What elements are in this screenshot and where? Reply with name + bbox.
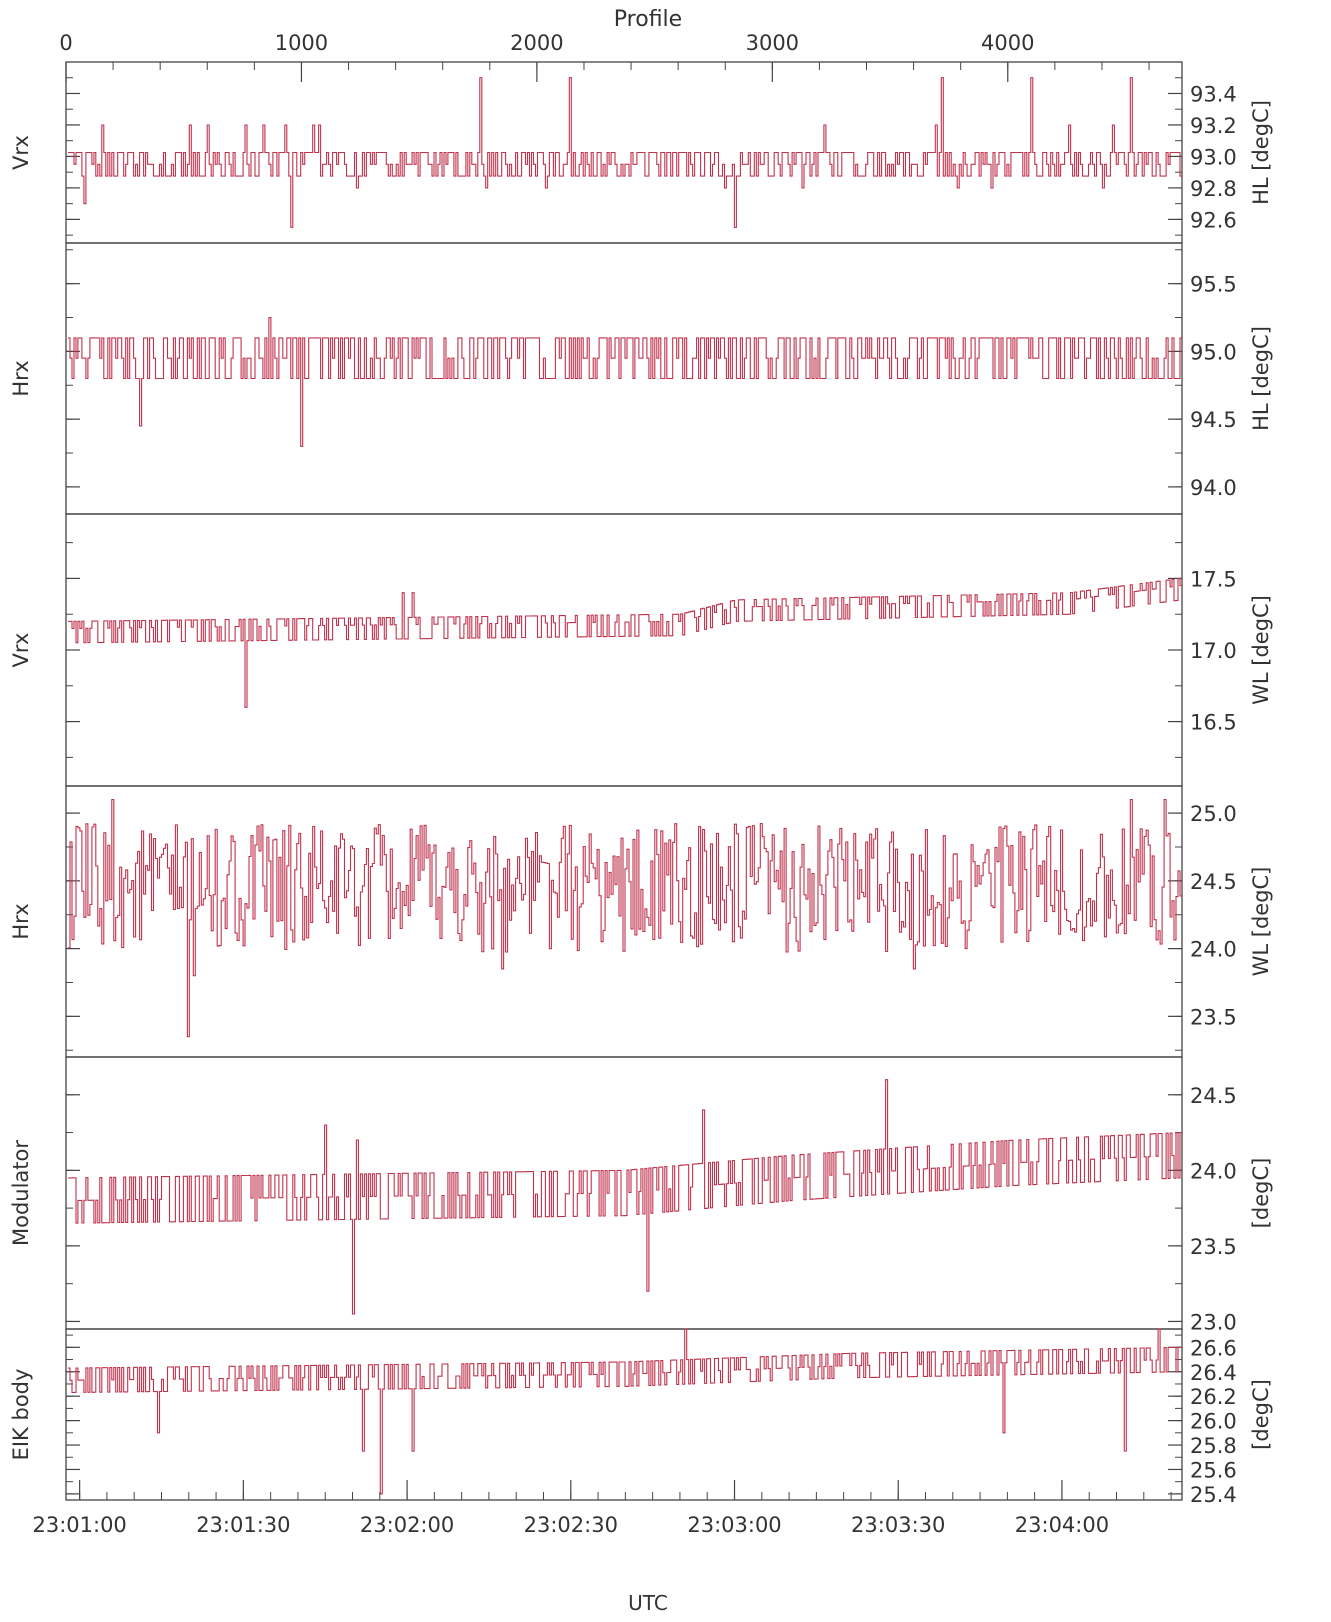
y-axis-label-left: Hrx (9, 360, 33, 396)
y-tick-label: 25.6 (1190, 1458, 1237, 1482)
y-tick-label: 24.0 (1190, 1159, 1237, 1183)
y-tick-label: 95.5 (1190, 273, 1237, 297)
y-tick-label: 24.0 (1190, 938, 1237, 962)
y-tick-label: 26.6 (1190, 1336, 1237, 1360)
panel-5: 23.0 23.5 24.0 24.5 Modulator [degC] (9, 1056, 1273, 1334)
panel-3: 16.5 17.0 17.5 Vrx WL [degC] (9, 513, 1273, 787)
bottom-axis-tick-label: 23:04:00 (1015, 1513, 1109, 1537)
top-axis-tick-label: 2000 (510, 31, 563, 55)
top-axis-tick-label: 3000 (746, 31, 799, 55)
y-tick-label: 26.2 (1190, 1385, 1237, 1409)
bottom-axis-tick-label: 23:01:30 (196, 1513, 290, 1537)
y-tick-label: 93.2 (1190, 114, 1237, 138)
top-axis-tick-label: 0 (59, 31, 72, 55)
y-tick-label: 95.0 (1190, 340, 1237, 364)
y-tick-label: 26.4 (1190, 1361, 1237, 1385)
top-axis-tick-label: 4000 (981, 31, 1034, 55)
panel-frame (65, 1328, 1183, 1501)
bottom-axis-tick-label: 23:01:00 (32, 1513, 126, 1537)
panel-1: 92.6 92.8 93.0 93.2 93.4 Vrx HL [degC] (9, 61, 1273, 244)
series-line (68, 1328, 1182, 1495)
panel-4: 23.5 24.0 24.5 25.0 Hrx WL [degC] (9, 785, 1273, 1058)
bottom-axis-tick-label: 23:02:00 (360, 1513, 454, 1537)
y-tick-label: 92.6 (1190, 208, 1237, 232)
panel-frame (65, 513, 1183, 787)
bottom-axis-ticks: 23:01:00 23:01:30 23:02:00 23:02:30 23:03:00… (32, 1480, 1172, 1537)
y-tick-label: 26.0 (1190, 1410, 1237, 1434)
bottom-axis-tick-label: 23:02:30 (524, 1513, 618, 1537)
y-axis-label-right: [degC] (1249, 1158, 1273, 1229)
y-axis-label-left: Vrx (9, 633, 33, 668)
y-tick-label: 93.4 (1190, 82, 1237, 106)
series-line (68, 316, 1182, 447)
y-axis-label-left: Hrx (9, 903, 33, 939)
y-tick-label: 25.8 (1190, 1434, 1237, 1458)
panel-6: 25.425.625.826.026.226.426.6 EIK body [deg… (9, 1328, 1273, 1507)
top-axis-label: Profile (614, 7, 682, 32)
y-axis-label-right: WL [degC] (1249, 595, 1273, 705)
y-tick-label: 92.8 (1190, 177, 1237, 201)
y-axis-label-left: EIK body (9, 1369, 33, 1461)
y-tick-label: 23.5 (1190, 1235, 1237, 1259)
y-tick-label: 94.0 (1190, 476, 1237, 500)
y-tick-label: 25.4 (1190, 1483, 1237, 1507)
bottom-axis-label: UTC (628, 1591, 668, 1615)
series-line (68, 798, 1182, 1038)
panels-group: 92.6 92.8 93.0 93.2 93.4 Vrx HL [degC] 94.0 94.5… (9, 61, 1273, 1507)
series-line (68, 1079, 1182, 1315)
series-line (68, 578, 1182, 708)
y-tick-label: 25.0 (1190, 802, 1237, 826)
y-axis-label-left: Vrx (9, 135, 33, 170)
y-axis-label-right: WL [degC] (1249, 867, 1273, 977)
top-axis-ticks: 0 1000 2000 3000 4000 (59, 31, 1150, 82)
y-tick-label: 23.0 (1190, 1310, 1237, 1334)
panel-2: 94.0 94.5 95.0 95.5 Hrx HL [degC] (9, 242, 1273, 515)
y-axis-label-right: HL [degC] (1249, 100, 1273, 205)
y-tick-label: 23.5 (1190, 1005, 1237, 1029)
top-axis-tick-label: 1000 (275, 31, 328, 55)
y-axis-label-right: [degC] (1249, 1379, 1273, 1450)
y-tick-label: 94.5 (1190, 408, 1237, 432)
bottom-axis-tick-label: 23:03:00 (687, 1513, 781, 1537)
y-tick-label: 24.5 (1190, 1084, 1237, 1108)
y-tick-label: 17.5 (1190, 567, 1237, 591)
bottom-axis-tick-label: 23:03:30 (851, 1513, 945, 1537)
y-axis-label-right: HL [degC] (1249, 326, 1273, 431)
series-line (68, 77, 1182, 228)
y-tick-label: 17.0 (1190, 639, 1237, 663)
y-tick-label: 93.0 (1190, 145, 1237, 169)
y-tick-label: 16.5 (1190, 711, 1237, 735)
y-axis-label-left: Modulator (9, 1140, 33, 1246)
y-tick-label: 24.5 (1190, 870, 1237, 894)
